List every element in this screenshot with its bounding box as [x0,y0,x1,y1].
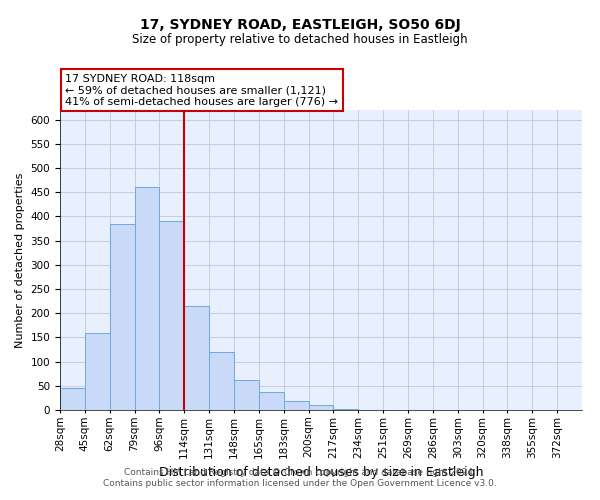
Bar [209,352,234,410]
Y-axis label: Number of detached properties: Number of detached properties [15,172,25,348]
Text: 17 SYDNEY ROAD: 118sqm
← 59% of detached houses are smaller (1,121)
41% of semi-: 17 SYDNEY ROAD: 118sqm ← 59% of detached… [65,74,338,107]
Bar [110,224,134,410]
Bar [184,306,209,410]
Bar [259,392,284,410]
Bar [85,332,110,410]
Bar [134,188,160,410]
Bar [334,408,358,410]
Bar [234,380,259,410]
Bar [308,405,334,410]
Text: Size of property relative to detached houses in Eastleigh: Size of property relative to detached ho… [132,32,468,46]
Bar [160,222,184,410]
Bar [284,402,308,410]
Text: 17, SYDNEY ROAD, EASTLEIGH, SO50 6DJ: 17, SYDNEY ROAD, EASTLEIGH, SO50 6DJ [140,18,460,32]
X-axis label: Distribution of detached houses by size in Eastleigh: Distribution of detached houses by size … [159,466,483,479]
Text: Contains HM Land Registry data © Crown copyright and database right 2024.
Contai: Contains HM Land Registry data © Crown c… [103,468,497,487]
Bar [60,388,85,410]
